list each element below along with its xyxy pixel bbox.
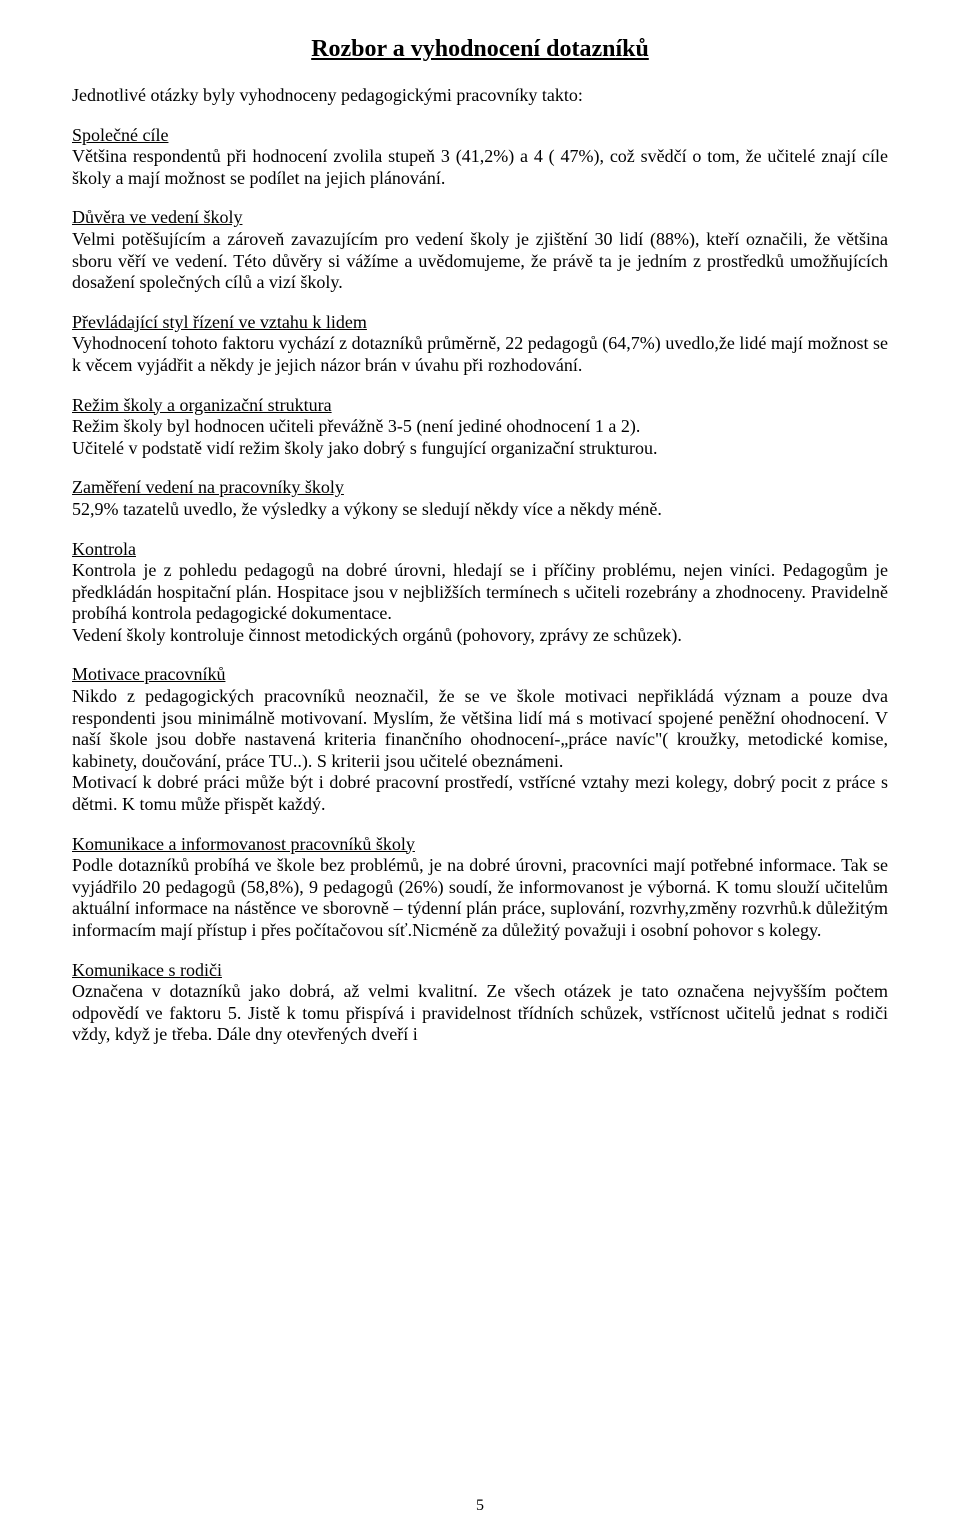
section-body-line: Většina respondentů při hodnocení zvolil… [72,146,888,189]
section-body-line: Vedení školy kontroluje činnost metodick… [72,625,888,647]
section-title: Zaměření vedení na pracovníky školy [72,477,888,499]
section: Důvěra ve vedení školyVelmi potěšujícím … [72,207,888,293]
section-title: Režim školy a organizační struktura [72,395,888,417]
section: KontrolaKontrola je z pohledu pedagogů n… [72,539,888,647]
intro-text: Jednotlivé otázky byly vyhodnoceny pedag… [72,85,888,107]
section: Režim školy a organizační strukturaRežim… [72,395,888,460]
section-title: Převládající styl řízení ve vztahu k lid… [72,312,888,334]
section: Komunikace s rodičiOznačena v dotazníků … [72,960,888,1046]
section-body-line: Nikdo z pedagogických pracovníků neoznač… [72,686,888,772]
section-body-line: Podle dotazníků probíhá ve škole bez pro… [72,855,888,941]
page: Rozbor a vyhodnocení dotazníků Jednotliv… [0,0,960,1537]
section-title: Kontrola [72,539,888,561]
section-body-line: Režim školy byl hodnocen učiteli převážn… [72,416,888,438]
section-title: Komunikace a informovanost pracovníků šk… [72,834,888,856]
section: Komunikace a informovanost pracovníků šk… [72,834,888,942]
section: Převládající styl řízení ve vztahu k lid… [72,312,888,377]
section-body-line: Vyhodnocení tohoto faktoru vychází z dot… [72,333,888,376]
section: Zaměření vedení na pracovníky školy52,9%… [72,477,888,520]
section-title: Důvěra ve vedení školy [72,207,888,229]
page-number: 5 [0,1497,960,1515]
section-body-line: Učitelé v podstatě vidí režim školy jako… [72,438,888,460]
section: Společné cíleVětšina respondentů při hod… [72,125,888,190]
section-body-line: Kontrola je z pohledu pedagogů na dobré … [72,560,888,625]
section-body-line: Označena v dotazníků jako dobrá, až velm… [72,981,888,1046]
section-body-line: Motivací k dobré práci může být i dobré … [72,772,888,815]
section-title: Motivace pracovníků [72,664,888,686]
section-body-line: 52,9% tazatelů uvedlo, že výsledky a výk… [72,499,888,521]
sections-container: Společné cíleVětšina respondentů při hod… [72,125,888,1046]
section-body-line: Velmi potěšujícím a zároveň zavazujícím … [72,229,888,294]
section-title: Společné cíle [72,125,888,147]
section-title: Komunikace s rodiči [72,960,888,982]
page-title: Rozbor a vyhodnocení dotazníků [72,36,888,63]
section: Motivace pracovníkůNikdo z pedagogických… [72,664,888,815]
